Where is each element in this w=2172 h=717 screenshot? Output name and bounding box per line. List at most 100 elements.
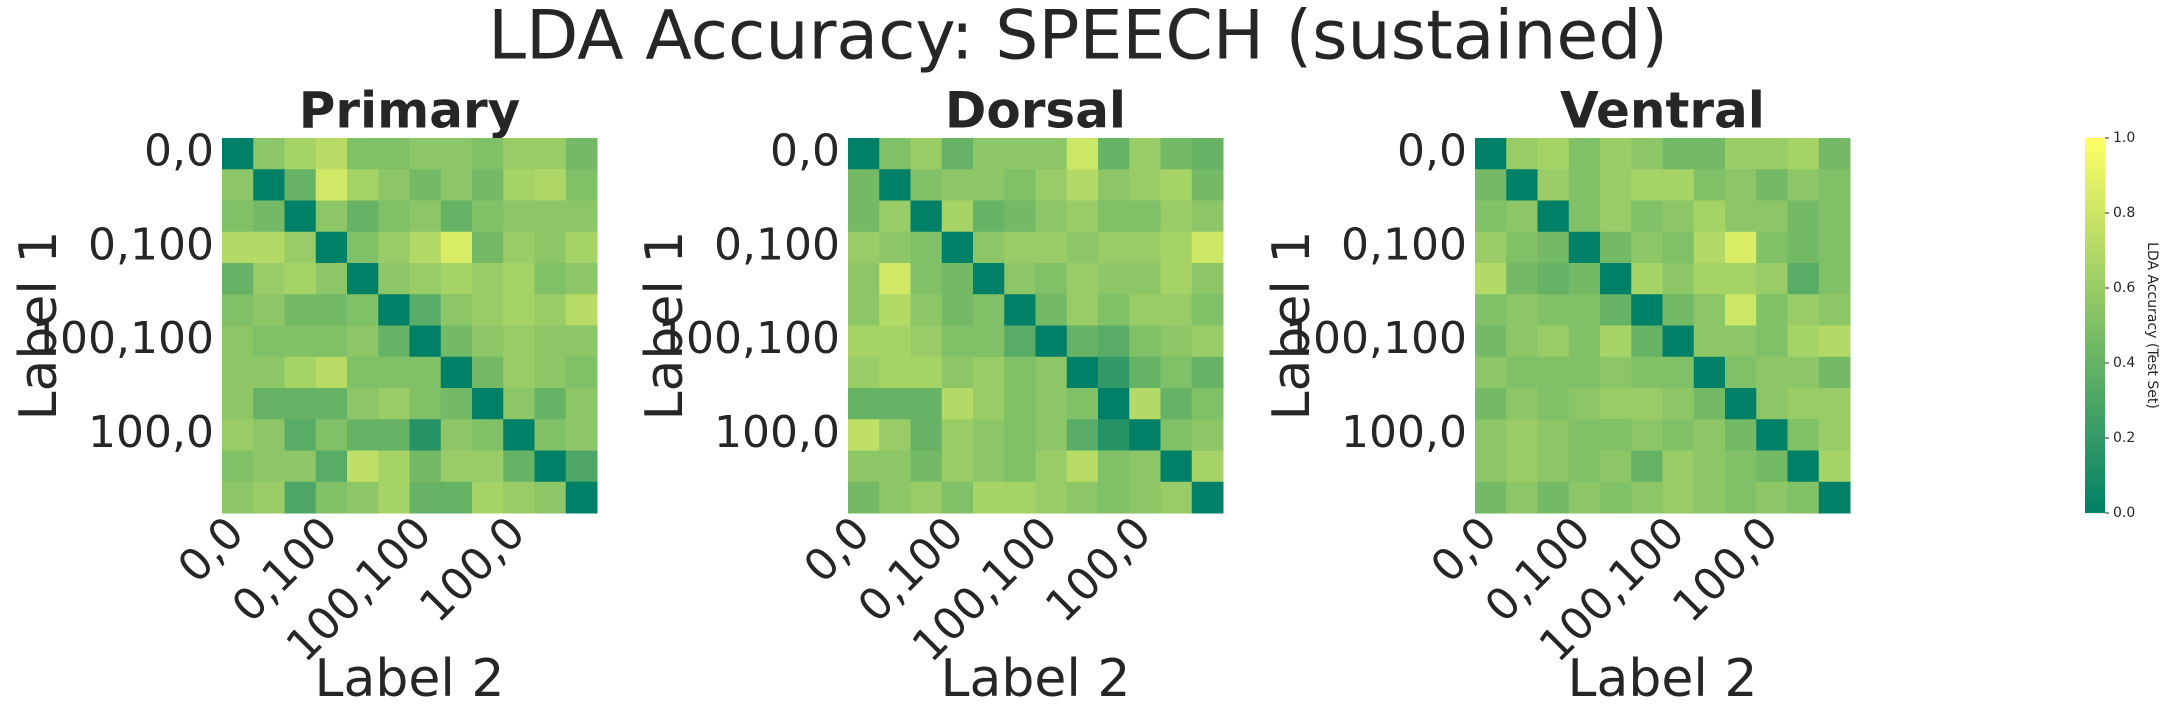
heatmap-cell: [1160, 263, 1193, 295]
heatmap-cell: [284, 481, 317, 514]
heatmap-cell: [1600, 294, 1632, 326]
heatmap-cell: [879, 138, 911, 170]
heatmap-cell: [315, 169, 348, 201]
heatmap-cell: [879, 200, 911, 233]
colorbar-tick-label: 0.2: [2113, 430, 2135, 446]
heatmap-cell: [1035, 481, 1068, 514]
heatmap-cell: [848, 481, 880, 514]
heatmap-cell: [1756, 450, 1788, 483]
heatmap-cell: [973, 325, 1005, 358]
heatmap-cell: [973, 481, 1005, 514]
heatmap-cell: [378, 419, 410, 451]
heatmap-cell: [534, 388, 567, 420]
y-tick-label: 0,100: [714, 219, 840, 270]
heatmap-cell: [879, 294, 911, 326]
heatmap-cell: [409, 325, 442, 358]
heatmap-cell: [1600, 325, 1632, 358]
heatmap-cell: [941, 200, 974, 233]
heatmap-cell: [222, 356, 254, 389]
heatmap-cell: [222, 138, 254, 170]
heatmap-cell: [1631, 419, 1663, 451]
heatmap-cell: [1631, 481, 1663, 514]
heatmap-cell: [973, 388, 1005, 420]
heatmap-cell: [1160, 388, 1193, 420]
heatmap-cell: [472, 263, 504, 295]
colorbar-tick-label: 0.6: [2113, 280, 2135, 296]
y-tick-label: 100,0: [88, 407, 214, 458]
heatmap-cell: [1818, 169, 1851, 201]
heatmap-cell: [1035, 325, 1068, 358]
heatmap-cell: [879, 450, 911, 483]
heatmap-cell: [1129, 481, 1161, 514]
heatmap-cell: [1600, 450, 1632, 483]
heatmap-cell: [1475, 231, 1507, 264]
heatmap-cell: [1756, 231, 1788, 264]
heatmap-cell: [253, 481, 285, 514]
heatmap-cell: [503, 356, 535, 389]
y-tick-label: 100,100: [1285, 313, 1467, 364]
heatmap-cell: [347, 450, 379, 483]
heatmap-cell: [1035, 294, 1068, 326]
heatmap-cell: [472, 231, 504, 264]
heatmap-cell: [848, 325, 880, 358]
heatmap-cell: [1066, 481, 1099, 514]
heatmap-cell: [565, 450, 598, 483]
heatmap-cell: [347, 388, 379, 420]
heatmap-cell: [1475, 450, 1507, 483]
y-tick-label: 0,0: [770, 126, 840, 177]
heatmap-cell: [1035, 231, 1068, 264]
heatmap-cell: [534, 294, 567, 326]
heatmap-cell: [1787, 200, 1820, 233]
subplot-title: Dorsal: [945, 82, 1126, 140]
heatmap-cell: [565, 231, 598, 264]
heatmap-cell: [503, 325, 535, 358]
heatmap-cell: [1725, 231, 1757, 264]
heatmap-cell: [565, 419, 598, 451]
heatmap-cell: [973, 169, 1005, 201]
heatmap-cell: [1725, 325, 1757, 358]
heatmap-cell: [534, 481, 567, 514]
heatmap-cell: [1160, 200, 1193, 233]
y-axis-label: Label 1: [1262, 231, 1322, 421]
heatmap-cell: [1004, 419, 1036, 451]
heatmap-cell: [1098, 138, 1130, 170]
heatmap-cell: [440, 294, 473, 326]
heatmap-cell: [472, 169, 504, 201]
heatmap-cell: [1098, 356, 1130, 389]
heatmap-cell: [284, 231, 317, 264]
heatmap-cell: [315, 356, 348, 389]
heatmap-cell: [848, 419, 880, 451]
heatmap-cell: [222, 200, 254, 233]
heatmap-cell: [1568, 419, 1601, 451]
heatmap-cell: [1475, 263, 1507, 295]
heatmap-cell: [472, 200, 504, 233]
heatmap-cell: [440, 200, 473, 233]
heatmap-cell: [1098, 481, 1130, 514]
heatmap-cell: [565, 263, 598, 295]
heatmap-cell: [1631, 231, 1663, 264]
heatmap-cell: [1475, 138, 1507, 170]
colorbar-tick-label: 0.0: [2113, 505, 2135, 521]
heatmap-cell: [347, 356, 379, 389]
heatmap-cell: [1160, 138, 1193, 170]
heatmap-cell: [1191, 450, 1224, 483]
heatmap-cell: [1725, 450, 1757, 483]
heatmap-cell: [503, 263, 535, 295]
heatmap-cell: [472, 450, 504, 483]
heatmap-cell: [565, 200, 598, 233]
colorbar-tick-label: 0.8: [2113, 205, 2135, 221]
heatmap-cell: [879, 419, 911, 451]
heatmap-cell: [1035, 356, 1068, 389]
heatmap-cell: [253, 388, 285, 420]
heatmap-cell: [941, 294, 974, 326]
heatmap-cell: [910, 169, 943, 201]
heatmap-cell: [1475, 481, 1507, 514]
heatmap-cell: [1475, 356, 1507, 389]
heatmap-cell: [1631, 200, 1663, 233]
heatmap-cell: [1693, 388, 1726, 420]
heatmap-cell: [284, 200, 317, 233]
heatmap-cell: [409, 294, 442, 326]
heatmap-cell: [1787, 231, 1820, 264]
colorbar: [2085, 138, 2105, 513]
heatmap-cell: [1475, 294, 1507, 326]
